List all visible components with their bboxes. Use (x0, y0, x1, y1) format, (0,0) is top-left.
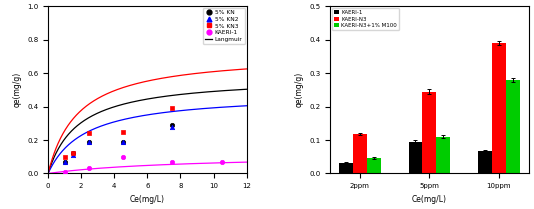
Point (60, 160, 69, 163)
Point (60, 160, 69, 163)
X-axis label: Ce(mg/L): Ce(mg/L) (412, 195, 447, 204)
Point (68, 152, 77, 155)
Point (168, 107, 176, 110)
Point (118, 140, 127, 143)
Point (60, 155, 69, 158)
Point (85, 140, 93, 143)
Bar (506, 80, 520, 173)
Point (217, 160, 226, 163)
Bar (492, 43, 506, 173)
X-axis label: Ce(mg/L): Ce(mg/L) (130, 195, 165, 204)
Point (85, 167, 93, 170)
Point (168, 125, 176, 128)
Bar (436, 137, 450, 173)
Point (168, 160, 176, 163)
Point (68, 152, 77, 155)
Y-axis label: qe(mg/g): qe(mg/g) (12, 72, 21, 107)
Bar (339, 163, 353, 173)
Bar (422, 92, 436, 173)
Point (118, 140, 127, 143)
Y-axis label: qe(mg/g): qe(mg/g) (295, 72, 303, 107)
Point (60, 170, 69, 173)
Point (85, 140, 93, 143)
Point (85, 132, 93, 135)
Bar (409, 142, 422, 173)
Bar (367, 158, 381, 173)
Legend: KAERI-1, KAERI-N3, KAERI-N3+1% M100: KAERI-1, KAERI-N3, KAERI-N3+1% M100 (332, 8, 399, 30)
Point (118, 155, 127, 158)
Point (68, 153, 77, 157)
Bar (478, 151, 492, 173)
Point (168, 123, 176, 127)
Point (118, 130, 127, 133)
Legend: 5% KN, 5% KN2, 5% KN3, KAERI-1, Langmuir: 5% KN, 5% KN2, 5% KN3, KAERI-1, Langmuir (203, 8, 245, 44)
Bar (353, 134, 367, 173)
